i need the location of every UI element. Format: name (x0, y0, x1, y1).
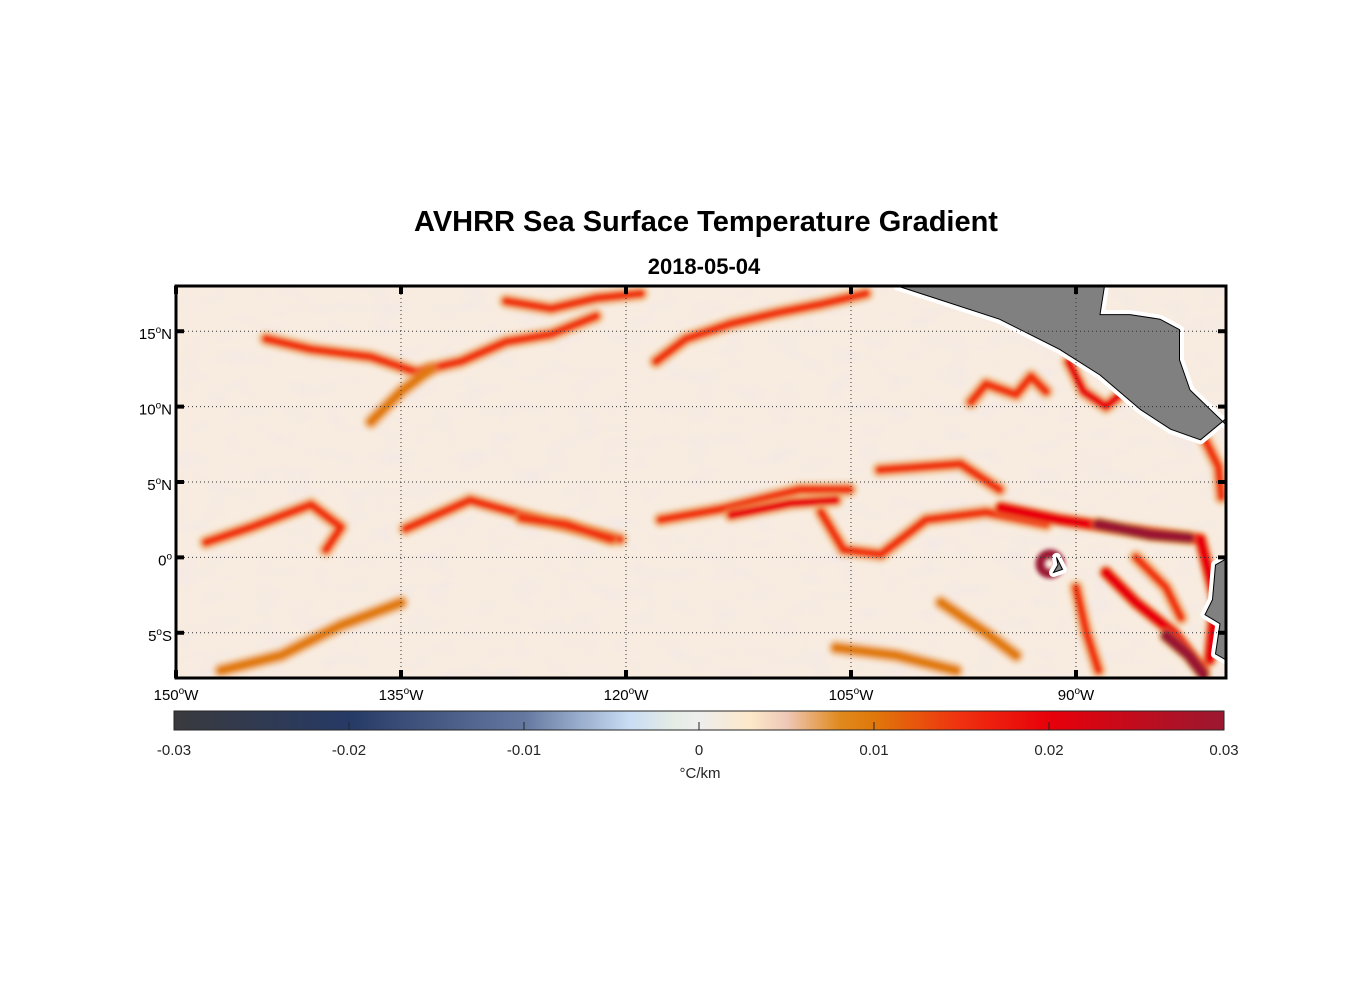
colorbar-tick-label: -0.03 (157, 742, 191, 759)
colorbar-tick-label: 0.01 (859, 742, 888, 759)
sst-front (1072, 583, 1103, 675)
lat-tick-label: 5oS (148, 627, 172, 645)
sst-front (502, 289, 645, 313)
sst-front (875, 459, 1004, 494)
colorbar-tick-label: 0 (695, 742, 703, 759)
sst-front (1093, 518, 1194, 544)
lat-tick-label: 15oN (139, 325, 172, 343)
lat-tick-label: 5oN (147, 476, 172, 494)
colorbar-tick-label: -0.01 (507, 742, 541, 759)
lon-tick-label: 90oW (1058, 686, 1095, 704)
sst-front (832, 643, 960, 675)
sst-front (1132, 553, 1185, 622)
sst-front (727, 496, 840, 520)
land (1052, 557, 1064, 574)
lon-tick-label: 120oW (604, 686, 650, 704)
colorbar-tick-label: 0.02 (1034, 742, 1063, 759)
sst-front (202, 500, 345, 554)
lon-tick-label: 105oW (829, 686, 875, 704)
chart-subtitle: 2018-05-04 (647, 254, 761, 279)
chart-title: AVHRR Sea Surface Temperature Gradient (414, 206, 998, 238)
lon-tick-label: 135oW (379, 686, 425, 704)
sst-front (656, 485, 854, 524)
sst-front (967, 372, 1050, 407)
sst-front (1199, 432, 1226, 502)
sst-front (1160, 630, 1209, 678)
lon-tick-label: 150oW (154, 686, 200, 704)
map-content (176, 286, 1226, 678)
sst-front (937, 598, 1020, 660)
sst-front (367, 364, 435, 426)
fronts-layer (198, 286, 1226, 678)
sst-front (517, 514, 615, 544)
lat-tick-label: 10oN (139, 401, 172, 419)
land (897, 286, 1226, 441)
sst-front (652, 289, 870, 366)
sst-front (817, 508, 1050, 559)
sst-front (217, 598, 405, 675)
colorbar-tick-label: 0.03 (1209, 742, 1238, 759)
lat-tick-label: 0o (158, 551, 172, 569)
colorbar-unit-label: °C/km (680, 765, 721, 782)
colorbar-tick-label: -0.02 (332, 742, 366, 759)
